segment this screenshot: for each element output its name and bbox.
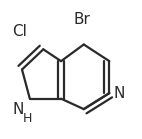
Text: N: N — [13, 102, 24, 117]
Text: Br: Br — [74, 12, 91, 27]
Text: H: H — [23, 112, 32, 125]
Text: N: N — [114, 86, 125, 101]
Text: Cl: Cl — [12, 24, 27, 39]
